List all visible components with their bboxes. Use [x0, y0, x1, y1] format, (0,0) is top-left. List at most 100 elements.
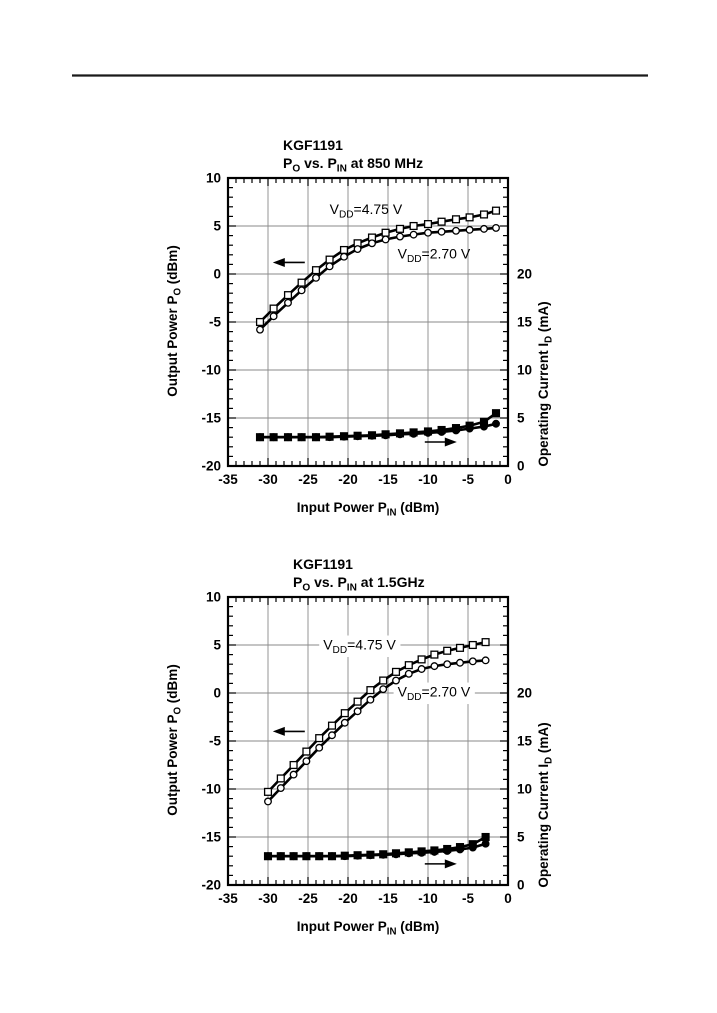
circle-filled-marker [465, 424, 474, 433]
series-circle-filled [256, 419, 500, 442]
circle-filled-marker [456, 845, 464, 854]
x-tick-label: -15 [378, 891, 398, 906]
y-right-tick-label: 15 [517, 315, 533, 330]
series-line [260, 422, 497, 439]
square-filled-marker [481, 832, 490, 842]
plot-frame [226, 595, 510, 887]
y-left-axis-title: Output Power PO (dBm) [165, 664, 184, 816]
x-axis-title: Input Power PIN (dBm) [297, 919, 439, 938]
series-line [268, 835, 487, 858]
series-circle-filled [264, 839, 490, 861]
series-square-open [263, 638, 490, 796]
series-line [260, 412, 497, 439]
x-tick-label: -15 [378, 472, 398, 487]
x-tick-label: -35 [218, 472, 238, 487]
circle-open-marker [468, 657, 477, 666]
circle-filled-marker [340, 852, 349, 861]
circle-filled-marker [396, 430, 404, 439]
x-tick-label: -30 [258, 472, 278, 487]
y-left-tick-label: 10 [206, 171, 221, 186]
circle-filled-marker [392, 850, 400, 859]
square-open-marker [409, 221, 418, 231]
chart-po-vs-pin-850mhz: VDD=4.75 V VDD=2.70 V -35 -30 -25 -20 -15 -10 -5… [165, 137, 555, 519]
square-open-marker [315, 734, 324, 743]
chart-po-vs-pin-1p5ghz: VDD=4.75 V VDD=2.70 V -35 -30 -25 -20 -15 -10 -5… [165, 556, 555, 938]
circle-open-marker [417, 665, 426, 673]
square-open-marker [491, 206, 501, 215]
plot-frame [226, 176, 510, 468]
circle-open-marker [353, 245, 362, 253]
circle-open-marker [452, 226, 460, 235]
y-right-tick-label: 0 [517, 878, 525, 893]
y-left-tick-label: 5 [213, 219, 221, 234]
circle-filled-marker [437, 427, 446, 436]
y-right-tick-label: 5 [517, 830, 525, 845]
circle-filled-marker [353, 851, 362, 860]
circle-open-marker [297, 286, 306, 295]
square-open-marker [283, 291, 293, 300]
y-left-tick-label: -5 [209, 734, 221, 749]
square-open-marker [465, 213, 474, 222]
y-right-tick-label: 20 [517, 267, 532, 282]
circle-filled-marker [284, 433, 292, 442]
circle-open-marker [381, 235, 390, 244]
circle-filled-marker [340, 432, 348, 441]
square-open-marker [302, 747, 311, 756]
circle-filled-marker [256, 433, 264, 442]
square-open-marker [327, 721, 337, 730]
circle-open-marker [492, 223, 500, 232]
circle-open-marker [276, 784, 285, 792]
circle-filled-marker [430, 847, 439, 856]
y-left-tick-label: -15 [201, 830, 221, 845]
y-right-tick-label: 5 [517, 411, 525, 426]
right-axis-arrow [424, 859, 457, 869]
square-open-marker [481, 638, 490, 647]
series-square-open [255, 206, 501, 327]
circle-filled-marker [468, 843, 477, 852]
square-open-marker [455, 643, 465, 652]
circle-open-marker [366, 695, 375, 704]
circle-filled-marker [366, 851, 375, 860]
y-right-tick-label: 20 [517, 686, 532, 701]
square-open-marker [423, 220, 433, 229]
circle-filled-marker [289, 852, 298, 861]
y-left-tick-label: 10 [206, 590, 221, 605]
circle-open-marker [325, 262, 334, 271]
square-open-marker [468, 640, 477, 650]
series-line [259, 226, 497, 331]
square-open-marker [325, 255, 334, 264]
square-open-marker [479, 210, 489, 219]
y-right-tick-label: 10 [517, 363, 532, 378]
circle-filled-marker [297, 433, 306, 442]
chart-title-line1: KGF1191 [293, 556, 353, 572]
square-open-marker [289, 760, 298, 770]
square-open-marker [353, 697, 362, 706]
circle-open-marker [315, 743, 324, 752]
y-left-tick-label: -10 [201, 363, 221, 378]
annotations: VDD=4.75 V VDD=2.70 V [330, 201, 471, 265]
circle-open-marker [379, 685, 388, 694]
x-tick-label: -35 [218, 891, 238, 906]
square-open-marker [339, 245, 349, 255]
circle-open-marker [353, 707, 362, 716]
circle-open-marker [424, 228, 432, 237]
series-line [268, 842, 486, 858]
y-right-tick-label: 15 [517, 734, 533, 749]
circle-filled-marker [417, 848, 426, 857]
chart-title-line1: KGF1191 [283, 137, 343, 153]
circle-filled-marker [404, 849, 413, 858]
series-circle-open [256, 223, 500, 334]
x-tick-label: -5 [462, 472, 474, 487]
annotations: VDD=4.75 V VDD=2.70 V [319, 635, 475, 705]
square-open-marker [269, 304, 278, 313]
square-open-marker [263, 787, 273, 796]
circle-open-marker [430, 662, 439, 671]
square-open-marker [404, 661, 413, 670]
circle-open-marker [396, 232, 404, 241]
circle-open-marker [340, 252, 348, 261]
y-right-tick-label: 0 [517, 459, 525, 474]
vdd-annotation-0: VDD=4.75 V [330, 201, 403, 221]
circle-open-marker [256, 325, 264, 334]
